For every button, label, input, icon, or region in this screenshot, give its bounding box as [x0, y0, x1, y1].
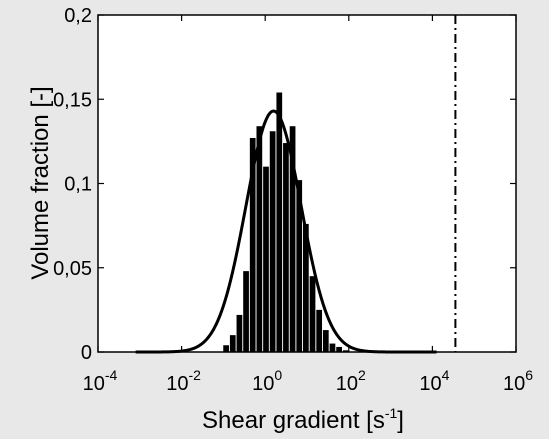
- bar: [289, 126, 296, 353]
- bars: [223, 92, 349, 353]
- bar: [269, 131, 276, 352]
- x-tick-label: 10-4: [83, 367, 118, 395]
- bar: [303, 223, 309, 352]
- y-axis-label: Volume fraction [-]: [27, 86, 54, 279]
- bar: [276, 92, 283, 352]
- bar: [322, 330, 329, 352]
- bar: [256, 126, 263, 353]
- y-tick-label: 0,1: [64, 174, 92, 196]
- x-axis: 10-4 10-2 100 102 104 106: [83, 15, 533, 395]
- bar: [316, 309, 323, 353]
- y-axis: 0 0,05 0,1 0,15 0,2: [53, 5, 516, 364]
- bar: [236, 314, 243, 352]
- bar: [249, 138, 256, 352]
- x-tick-label: 104: [419, 367, 449, 395]
- bar: [336, 346, 342, 352]
- x-tick-label: 102: [336, 367, 366, 395]
- x-tick-label: 10-2: [166, 367, 201, 395]
- bar: [229, 335, 236, 352]
- y-tick-label: 0,05: [53, 258, 92, 280]
- bar: [263, 166, 269, 352]
- y-tick-label: 0,15: [53, 89, 92, 111]
- x-axis-label: Shear gradient [s-1]: [202, 405, 404, 434]
- y-tick-label: 0: [81, 342, 92, 364]
- bar: [283, 143, 289, 352]
- bar: [309, 276, 316, 352]
- x-tick-label: 100: [252, 367, 282, 395]
- bar: [296, 180, 303, 352]
- bar: [342, 350, 349, 352]
- x-tick-label: 106: [503, 367, 533, 395]
- bar: [329, 343, 336, 352]
- y-tick-label: 0,2: [64, 5, 92, 27]
- bar: [223, 345, 229, 352]
- bar: [243, 271, 249, 352]
